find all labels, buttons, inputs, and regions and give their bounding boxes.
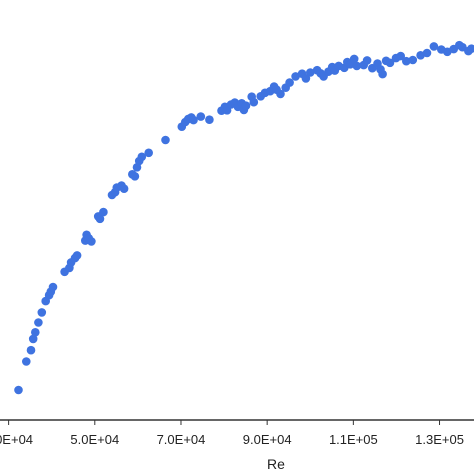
data-point [291,72,300,81]
x-tick-label: 3.0E+04 [0,432,33,447]
x-axis-tick-labels: 3.0E+04 5.0E+04 7.0E+04 9.0E+04 1.1E+05 1.3E+… [0,432,464,447]
data-point [144,148,153,158]
data-point [31,328,40,337]
data-point [385,58,395,68]
data-point [130,172,140,181]
data-point [352,61,362,71]
data-point [241,101,251,110]
data-points [14,40,474,395]
data-point [189,115,198,125]
data-point [249,97,259,107]
data-point [408,55,418,65]
data-point [402,56,411,66]
data-point [72,251,82,260]
data-point [285,78,294,87]
data-point [161,135,170,145]
data-point [95,214,105,224]
x-tick-label: 7.0E+04 [157,432,206,447]
data-point [196,112,206,121]
data-point [429,42,439,51]
data-point [28,334,38,344]
data-point [34,318,43,327]
x-tick-label: 1.1E+05 [329,432,378,447]
data-point [349,54,359,64]
data-point [119,184,129,193]
x-tick-label: 9.0E+04 [243,432,292,447]
x-tick-label: 1.3E+05 [415,432,464,447]
data-point [99,207,108,217]
data-point [22,357,31,366]
data-point [422,48,432,58]
data-point [87,237,96,246]
data-point [362,56,372,65]
data-point [378,69,387,79]
data-point [396,51,406,61]
data-point [14,385,23,395]
data-point [276,89,285,99]
x-axis-title: Re [267,456,285,472]
data-point [37,308,47,317]
data-point [205,115,214,124]
data-point [26,345,36,355]
data-point [306,68,315,77]
data-point [137,152,147,162]
x-axis-tick-marks [8,420,441,425]
data-point [48,282,58,292]
data-point [467,44,474,53]
data-point [301,74,311,83]
x-tick-label: 5.0E+04 [70,432,119,447]
